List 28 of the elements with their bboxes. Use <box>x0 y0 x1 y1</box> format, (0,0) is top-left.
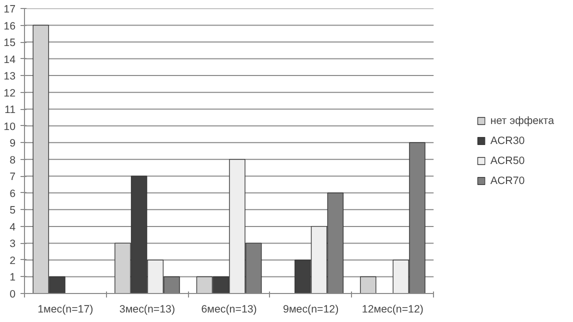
y-tick-label: 11 <box>4 104 16 116</box>
y-tick-label: 9 <box>10 138 16 150</box>
y-tick-label: 0 <box>10 288 16 300</box>
y-tick-label: 12 <box>4 87 16 100</box>
legend-label: ACR50 <box>490 154 525 166</box>
y-tick-label: 10 <box>4 120 16 133</box>
legend-label: нет эффекта <box>490 114 554 126</box>
y-tick-label: 4 <box>10 221 16 234</box>
y-tick-label: 1 <box>10 272 16 284</box>
y-tick-label: 3 <box>10 238 16 250</box>
y-tick-label: 5 <box>10 204 16 217</box>
y-tick-label: 6 <box>10 188 16 200</box>
bar <box>360 276 376 294</box>
y-tick-label: 2 <box>10 254 16 267</box>
x-tick-label: 12мес(n=12) <box>362 304 424 316</box>
legend-label: ACR70 <box>490 174 525 186</box>
x-tick-label: 1мес(n=17) <box>38 304 94 316</box>
y-tick-label: 14 <box>4 54 16 66</box>
x-tick-label: 6мес(n=13) <box>201 304 257 316</box>
y-tick-label: 17 <box>4 4 16 16</box>
y-tick-label: 7 <box>10 171 16 184</box>
x-tick-label: 9мес(n=12) <box>283 304 339 316</box>
x-tick-label: 3мес(n=13) <box>119 304 176 316</box>
y-tick-label: 15 <box>4 37 16 50</box>
y-tick-label: 13 <box>4 70 16 83</box>
y-tick-label: 8 <box>10 154 16 166</box>
y-tick-label: 16 <box>4 20 16 32</box>
legend-label: ACR30 <box>490 134 525 146</box>
